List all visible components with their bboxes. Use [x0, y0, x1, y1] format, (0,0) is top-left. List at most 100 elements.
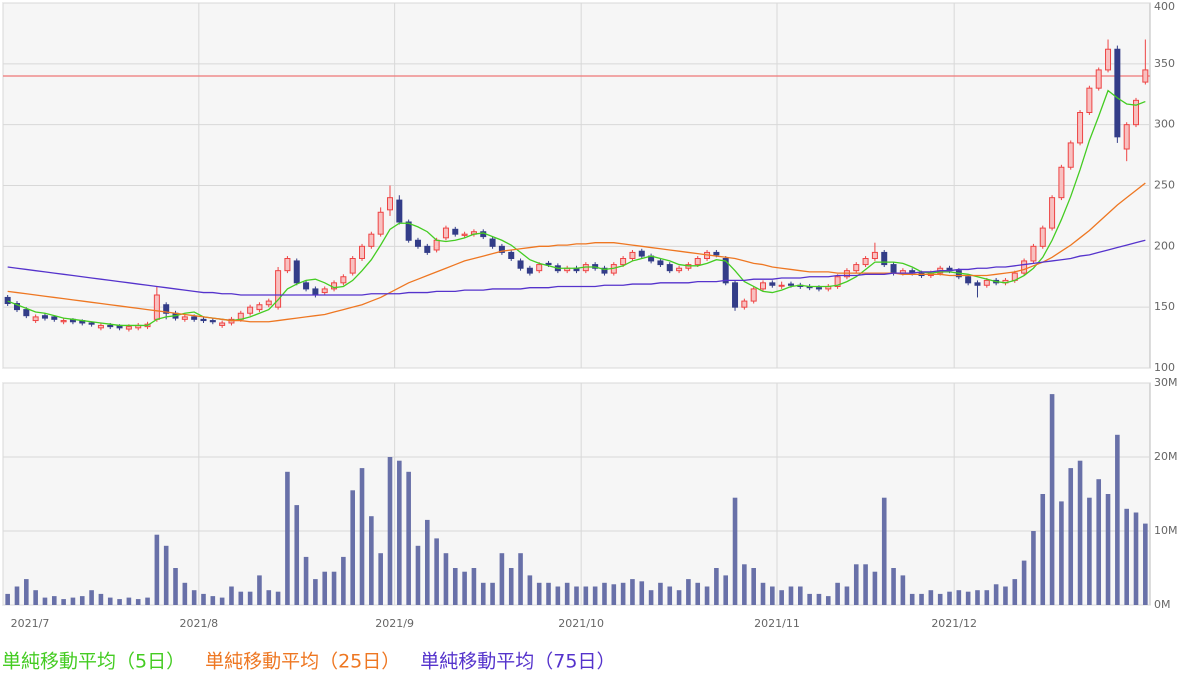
candle-body — [750, 288, 757, 302]
candle-body — [983, 279, 990, 286]
volume-bar — [1124, 508, 1129, 605]
volume-bar — [630, 579, 635, 605]
candle-body — [125, 326, 132, 330]
volume-bar — [42, 597, 48, 605]
volume-bar — [1049, 394, 1055, 605]
candle-body — [386, 197, 393, 211]
volume-bar — [387, 457, 393, 605]
candle-body — [107, 324, 114, 328]
volume-bar — [732, 497, 738, 605]
candle-body — [181, 316, 188, 320]
candle-body — [815, 287, 822, 290]
volume-bar — [900, 575, 906, 605]
candle-body — [629, 251, 636, 260]
volume-bar — [751, 568, 756, 605]
moving-average-line — [7, 89, 1146, 327]
x-tick-label: 2021/12 — [931, 617, 977, 630]
volume-bar — [853, 564, 859, 605]
volume-bar — [667, 586, 673, 605]
x-tick-label: 2021/9 — [375, 617, 414, 630]
volume-bar — [406, 471, 411, 605]
candle-body — [694, 258, 701, 266]
volume-bar — [303, 556, 309, 605]
candle-body — [60, 320, 67, 323]
candle-body — [256, 304, 263, 311]
legend-entry: 単純移動平均（75日） — [420, 651, 615, 673]
volume-bar — [993, 584, 999, 605]
volume-bar — [117, 599, 122, 605]
candle-body — [741, 300, 748, 308]
candle-body — [536, 264, 543, 272]
volume-bar — [1115, 434, 1120, 605]
candle-body — [722, 258, 729, 284]
candle-body — [778, 284, 785, 287]
moving-average-line — [7, 239, 1146, 296]
volume-bar — [480, 582, 486, 605]
y-tick-label: 20M — [1154, 450, 1178, 463]
volume-bar — [658, 582, 663, 605]
y-tick-label: 200 — [1154, 239, 1175, 252]
volume-bar — [919, 593, 924, 605]
candle-body — [834, 276, 841, 287]
volume-bar — [1012, 579, 1018, 605]
volume-bar — [247, 591, 253, 605]
candle-body — [1123, 124, 1130, 150]
candle-body — [219, 322, 226, 326]
volume-bar — [508, 568, 514, 605]
volume-bar — [695, 582, 701, 605]
volume-bar — [452, 568, 458, 605]
candle-body — [1086, 87, 1093, 113]
volume-bar — [33, 590, 38, 605]
volume-bar — [201, 593, 206, 605]
volume-bar — [145, 597, 150, 605]
candle-body — [13, 303, 20, 311]
volume-bar — [807, 593, 812, 605]
candle-body — [41, 315, 48, 319]
volume-bar — [471, 568, 477, 605]
candle-body — [396, 199, 403, 223]
volume-bar — [816, 593, 822, 605]
volume-bar — [714, 568, 719, 605]
candle-body — [265, 300, 272, 306]
candle-body — [871, 251, 878, 260]
volume-bar — [723, 575, 729, 605]
candle-body — [666, 264, 673, 272]
candle-body — [1114, 48, 1121, 138]
candle-body — [638, 250, 645, 257]
volume-bar — [592, 586, 598, 605]
volume-bar — [574, 586, 579, 605]
volume-bar — [891, 568, 896, 605]
candle-body — [508, 251, 515, 260]
candle-body — [713, 251, 720, 256]
volume-bar — [434, 538, 439, 605]
volume-bar — [1105, 494, 1111, 605]
volume-bar — [704, 586, 710, 605]
candle-body — [965, 276, 972, 284]
volume-bar — [1040, 494, 1046, 605]
candle-body — [657, 260, 664, 266]
candle-body — [377, 211, 384, 235]
moving-average-line — [7, 182, 1146, 323]
candle-body — [1077, 112, 1084, 144]
volume-bar — [798, 586, 803, 605]
volume-bar — [5, 593, 10, 605]
volume-bar — [620, 582, 626, 605]
candle-body — [601, 267, 608, 274]
volume-bar — [863, 564, 868, 605]
candle-body — [489, 238, 496, 247]
candle-body — [1058, 166, 1065, 199]
candle-body — [368, 233, 375, 247]
y-tick-label: 30M — [1154, 376, 1178, 389]
volume-bar — [154, 534, 160, 605]
volume-bar — [14, 586, 20, 605]
volume-bar — [937, 593, 943, 605]
volume-bar — [676, 590, 682, 605]
x-tick-label: 2021/8 — [179, 617, 218, 630]
y-tick-label: 350 — [1154, 57, 1175, 70]
y-tick-label: 10M — [1154, 524, 1178, 537]
volume-bar — [257, 575, 262, 605]
candle-body — [200, 318, 207, 322]
volume-bar — [770, 586, 775, 605]
volume-bar — [24, 579, 29, 605]
volume-bar — [611, 584, 617, 605]
